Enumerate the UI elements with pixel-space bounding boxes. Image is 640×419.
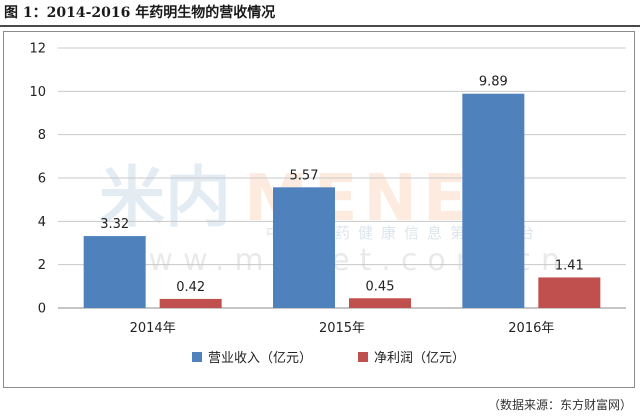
x-tick-label: 2014年 bbox=[130, 321, 176, 336]
y-tick-label: 10 bbox=[29, 85, 46, 100]
bars: 3.32 0.42 5.57 0.45 9.89 1.41 bbox=[83, 75, 601, 308]
bar-net-profit bbox=[159, 298, 222, 308]
y-tick-label: 2 bbox=[38, 258, 46, 273]
legend: 营业收入（亿元） 净利润（亿元） bbox=[192, 351, 465, 366]
data-label: 0.42 bbox=[176, 280, 205, 295]
y-tick-label: 8 bbox=[38, 128, 46, 143]
y-tick-label: 6 bbox=[38, 172, 46, 187]
data-source-note: （数据来源：东方财富网） bbox=[487, 398, 632, 412]
watermark-logo-cn: 米内 bbox=[99, 159, 231, 236]
bar-revenue bbox=[273, 187, 335, 308]
y-tick-label: 4 bbox=[38, 215, 46, 230]
y-axis-ticks: 0 2 4 6 8 10 12 bbox=[29, 42, 46, 317]
data-label: 1.41 bbox=[555, 258, 584, 273]
chart-caption: 图 1：2014-2016 年药明生物的营收情况 bbox=[4, 5, 276, 21]
data-label: 9.89 bbox=[479, 75, 508, 90]
bar-net-profit bbox=[349, 298, 411, 308]
legend-swatch bbox=[192, 352, 202, 362]
data-label: 0.45 bbox=[366, 279, 395, 294]
bar-revenue bbox=[83, 236, 146, 308]
bar-revenue bbox=[462, 93, 525, 308]
data-label: 3.32 bbox=[100, 217, 129, 232]
x-axis-labels: 2014年 2015年 2016年 bbox=[130, 321, 555, 336]
y-tick-label: 0 bbox=[38, 302, 46, 317]
data-label: 5.57 bbox=[290, 168, 319, 183]
caption-divider bbox=[0, 25, 640, 27]
x-tick-label: 2016年 bbox=[508, 321, 554, 336]
legend-swatch bbox=[358, 352, 368, 362]
bar-net-profit bbox=[538, 277, 601, 308]
legend-label: 营业收入（亿元） bbox=[208, 351, 312, 366]
x-tick-label: 2015年 bbox=[319, 321, 365, 336]
gridlines bbox=[58, 47, 626, 309]
legend-label: 净利润（亿元） bbox=[374, 351, 465, 366]
y-tick-label: 12 bbox=[29, 42, 46, 57]
